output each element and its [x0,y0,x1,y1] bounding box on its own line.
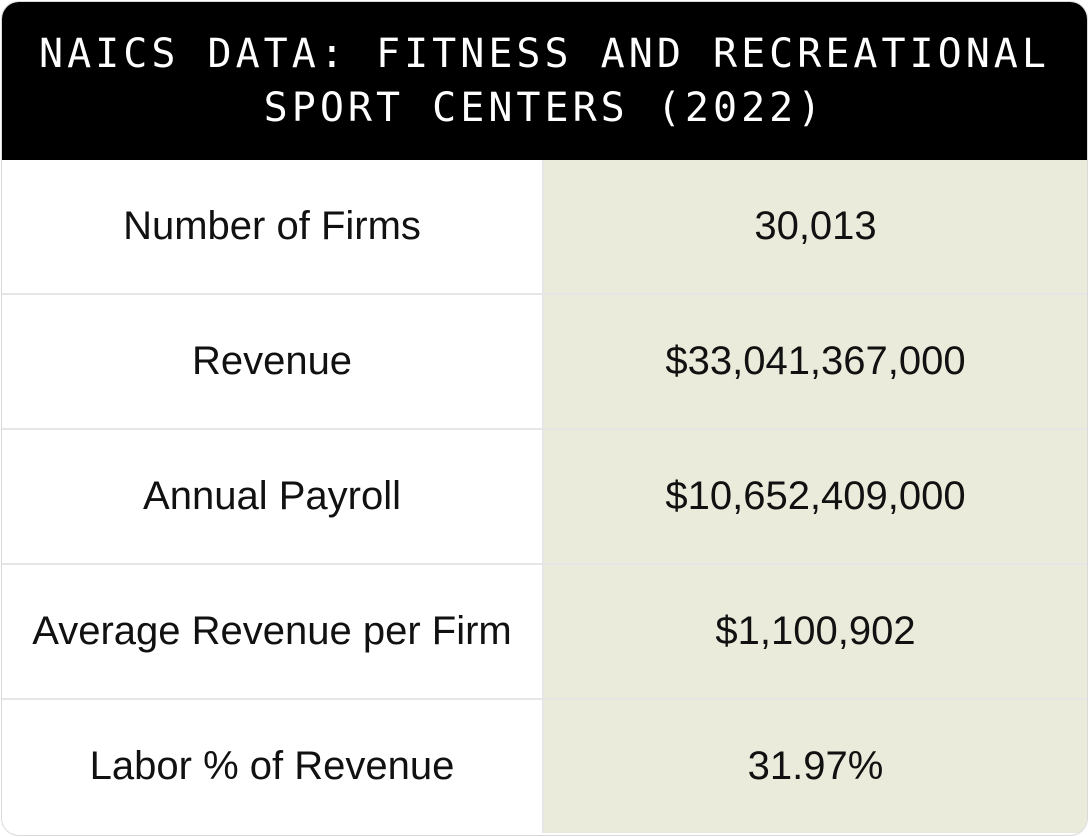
table-title-line-1: NAICS DATA: FITNESS AND RECREATIONAL [39,31,1050,77]
row-label: Labor % of Revenue [2,700,544,833]
row-value: 31.97% [544,700,1087,833]
table-row: Number of Firms 30,013 [2,160,1087,293]
row-value: $33,041,367,000 [544,295,1087,428]
table-title: NAICS DATA: FITNESS AND RECREATIONAL SPO… [39,27,1050,135]
row-value: 30,013 [544,160,1087,293]
table-row: Labor % of Revenue 31.97% [2,698,1087,833]
table-header: NAICS DATA: FITNESS AND RECREATIONAL SPO… [2,2,1087,160]
row-value: $1,100,902 [544,565,1087,698]
row-label: Annual Payroll [2,430,544,563]
table-title-line-2: SPORT CENTERS (2022) [263,85,826,131]
table-body: Number of Firms 30,013 Revenue $33,041,3… [2,160,1087,833]
row-label: Average Revenue per Firm [2,565,544,698]
row-label: Number of Firms [2,160,544,293]
table-row: Average Revenue per Firm $1,100,902 [2,563,1087,698]
table-row: Revenue $33,041,367,000 [2,293,1087,428]
row-value: $10,652,409,000 [544,430,1087,563]
table-row: Annual Payroll $10,652,409,000 [2,428,1087,563]
row-label: Revenue [2,295,544,428]
